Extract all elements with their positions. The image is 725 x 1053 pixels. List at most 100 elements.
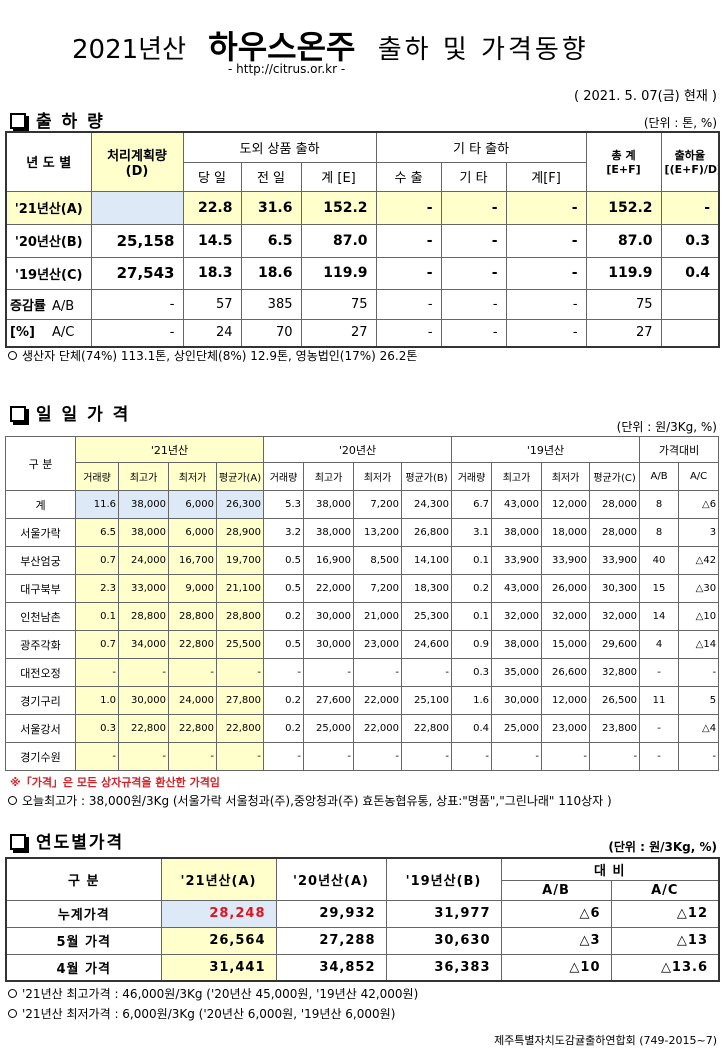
cell: 33,900: [541, 546, 591, 575]
cell: 33,900: [491, 546, 543, 575]
note-text: '21년산 최저가격 : 6,000원/3Kg ('20년산 6,000원, '…: [22, 1007, 396, 1021]
note: 오늘최고가 : 38,000원/3Kg (서울가락 서울청과(주),중앙청과(주…: [8, 792, 612, 809]
cell: △13.6: [610, 953, 720, 982]
cell: 26,800: [401, 518, 453, 547]
row-label: 누계가격: [5, 899, 162, 928]
cell: 0.3: [660, 223, 720, 258]
cell: 2.3: [75, 574, 119, 603]
note-text: 오늘최고가 : 38,000원/3Kg (서울가락 서울청과(주),중앙청과(주…: [22, 794, 612, 808]
cell: 21,000: [353, 602, 403, 631]
cell: 0.2: [451, 574, 493, 603]
cell: 6.5: [240, 223, 302, 258]
header-cell: A/C: [610, 879, 720, 901]
header-cell: 구 분: [5, 857, 162, 901]
cell: 31,441: [160, 953, 277, 982]
cell: -: [505, 288, 587, 320]
section-title: 일 일 가 격: [10, 400, 130, 425]
cell: 0.3: [451, 658, 493, 687]
cell: 9,000: [168, 574, 217, 603]
cell: -: [639, 742, 680, 771]
section-title-text: 출 하 량: [36, 112, 105, 132]
cell: 22,000: [353, 714, 403, 743]
url: - http://citrus.or.kr -: [228, 62, 346, 76]
cell: 70: [240, 318, 302, 348]
row-label-text: A/C: [52, 325, 75, 341]
cell: 25,158: [90, 223, 184, 258]
remark: ※「가격」은 모든 상자규격을 환산한 가격임: [10, 776, 220, 789]
row-label-text: '20년산(B): [14, 235, 83, 250]
cell: 28,000: [589, 490, 641, 519]
cell: 13,200: [353, 518, 403, 547]
icon: [10, 113, 26, 129]
title-sub: 출하 및 가격동향: [377, 35, 589, 65]
table-row: 누계가격 28,248 29,932 31,977 △6 △12: [5, 899, 720, 928]
cell: 0.2: [263, 714, 305, 743]
row-label: 부산엄궁: [5, 546, 76, 575]
cell: 28,900: [215, 518, 265, 547]
row-label: '20년산(B): [5, 223, 92, 258]
cell: △6: [678, 490, 720, 519]
header-cell: 최저가: [353, 462, 403, 491]
cell: 27,543: [90, 256, 184, 290]
table-row: 대구북부 2.3 33,000 9,000 21,100 0.5 22,000 7,200 18…: [5, 574, 720, 603]
header-cell: 대 비: [500, 857, 720, 881]
header-cell: '20년산(A): [275, 857, 387, 901]
cell: 87.0: [300, 223, 377, 258]
cell: -: [505, 256, 587, 290]
cell: 1.0: [75, 686, 119, 715]
cell: 23,000: [353, 630, 403, 659]
cell: 27,288: [275, 926, 387, 955]
cell: -: [589, 742, 641, 771]
cell: -: [375, 256, 442, 290]
cell: 28,000: [589, 518, 641, 547]
table-row: 광주각화 0.7 34,000 22,800 25,500 0.5 30,000 23,000…: [5, 630, 720, 659]
cell: 152.2: [585, 190, 662, 225]
cell: 3.2: [263, 518, 305, 547]
cell: -: [491, 742, 543, 771]
cell: 22,800: [168, 714, 217, 743]
row-label: 4월 가격: [5, 953, 162, 982]
row-label: 대구북부: [5, 574, 76, 603]
cell: 16,700: [168, 546, 217, 575]
section-title-text: 연도별가격: [36, 833, 125, 853]
date: ( 2021. 5. 07(금) 현재 ): [574, 89, 717, 104]
cell: 33,900: [589, 546, 641, 575]
cell: 11.6: [75, 490, 119, 519]
cell: 36,383: [385, 953, 502, 982]
cell: 27,600: [303, 686, 355, 715]
table-row: 4월 가격 31,441 34,852 36,383 △10 △13.6: [5, 953, 720, 982]
cell: 16,900: [303, 546, 355, 575]
header-cell: 거래량: [263, 462, 305, 491]
header-cell: 출하율 [(E+F)/D]: [660, 131, 720, 192]
header-cell: 구 분: [5, 436, 76, 491]
bullet: [8, 989, 17, 998]
cell: 26,600: [541, 658, 591, 687]
icon: [10, 406, 26, 422]
bullet: [8, 1009, 17, 1018]
cell: -: [75, 742, 119, 771]
cell: 385: [240, 288, 302, 320]
cell: 35,000: [491, 658, 543, 687]
cell: 22,000: [303, 574, 355, 603]
cell: 31.6: [240, 190, 302, 225]
cell: 0.4: [660, 256, 720, 290]
cell: -: [303, 658, 355, 687]
shipment-table: 년 도 별 처리계획량 (D) 도외 상품 출하 기 타 출하 총 계 [E+F] 출하율…: [5, 131, 721, 348]
cell: 38,000: [491, 518, 543, 547]
header-cell: 최저가: [168, 462, 217, 491]
cell: 6,000: [168, 518, 217, 547]
cell: -: [505, 318, 587, 348]
cell: 34,000: [118, 630, 169, 659]
cell: 25,000: [491, 714, 543, 743]
cell: -: [215, 658, 265, 687]
cell: 28,248: [160, 899, 277, 928]
cell: -: [440, 318, 507, 348]
header-cell: 당 일: [182, 161, 242, 192]
cell: [660, 288, 720, 320]
cell: 32,800: [589, 658, 641, 687]
header-cell: 기 타 출하: [375, 131, 587, 163]
cell: 34,852: [275, 953, 387, 982]
note: '21년산 최저가격 : 6,000원/3Kg ('20년산 6,000원, '…: [8, 1005, 395, 1022]
cell: 0.2: [263, 686, 305, 715]
